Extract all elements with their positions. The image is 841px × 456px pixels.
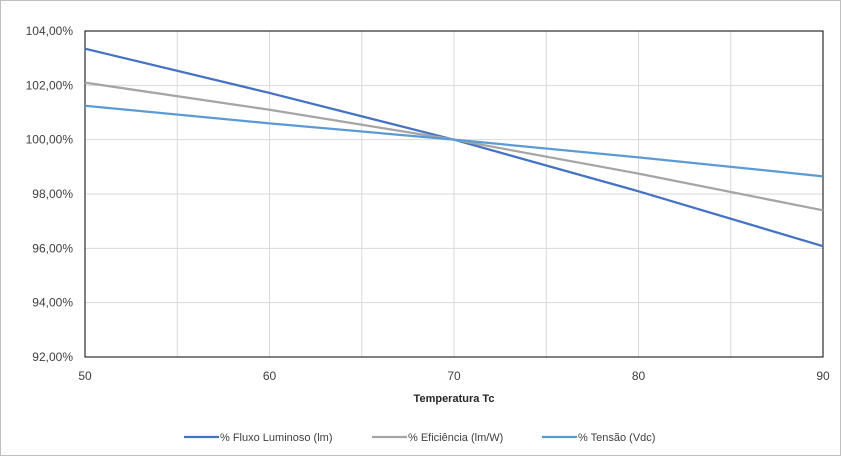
legend-label-2: % Eficiência (lm/W) (408, 432, 503, 444)
x-tick-label: 70 (447, 369, 461, 383)
plot-area-border (84, 30, 824, 358)
series-lines (84, 47, 824, 248)
legend: % Fluxo Luminoso (lm) % Eficiência (lm/W)… (184, 432, 655, 444)
y-axis-ticks: 92,00% 94,00% 96,00% 98,00% 100,00% 102,00% 10… (26, 24, 74, 364)
y-tick-label: 100,00% (26, 133, 74, 147)
x-tick-label: 60 (263, 369, 277, 383)
gridlines (84, 30, 824, 358)
y-tick-label: 94,00% (32, 296, 73, 310)
y-tick-label: 98,00% (32, 187, 73, 201)
x-axis-title: Temperatura Tc (414, 393, 495, 405)
x-axis-ticks: 50 60 70 80 90 (78, 369, 830, 383)
x-tick-label: 90 (816, 369, 830, 383)
y-tick-label: 104,00% (26, 24, 74, 38)
legend-label-1: % Fluxo Luminoso (lm) (220, 432, 332, 444)
legend-label-3: % Tensão (Vdc) (578, 432, 655, 444)
y-tick-label: 102,00% (26, 78, 74, 92)
y-tick-label: 96,00% (32, 241, 73, 255)
x-tick-label: 80 (632, 369, 646, 383)
series-line-3 (84, 104, 824, 178)
y-tick-label: 92,00% (32, 350, 73, 364)
x-tick-label: 50 (78, 369, 92, 383)
